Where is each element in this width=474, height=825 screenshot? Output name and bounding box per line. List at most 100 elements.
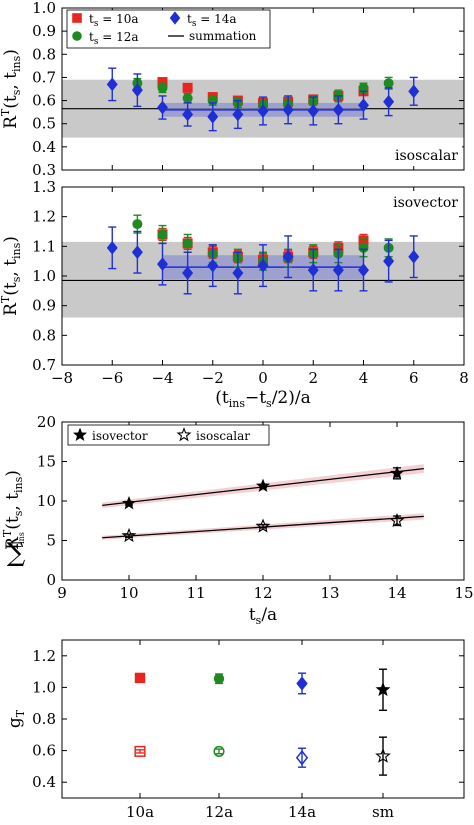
- legend-label: ts = 10a: [89, 12, 139, 29]
- data-point: [207, 109, 219, 124]
- y-tick-label: 0.5: [32, 115, 56, 133]
- x-axis-label: (tins−ts/2)/a: [215, 388, 311, 410]
- panel-annotation: isoscalar: [395, 148, 458, 164]
- data-point: [121, 495, 137, 510]
- data-point: [232, 266, 244, 280]
- data-point: [332, 102, 344, 117]
- data-point: [121, 527, 137, 543]
- ylabel-sum-symbol: ∑: [7, 538, 26, 568]
- legend-box: [66, 9, 271, 49]
- legend-marker: [72, 31, 82, 41]
- panel-a: 0.30.40.50.60.70.80.91.0isoscalarRT(ts, …: [0, 0, 465, 179]
- data-point: [332, 263, 344, 277]
- ylabel-args3: ): [1, 49, 21, 56]
- data-point: [255, 518, 271, 533]
- y-tick-label: 1.1: [32, 237, 56, 255]
- ylabel-sum-sub: tins: [14, 532, 26, 548]
- data-point: [157, 229, 168, 240]
- legend-marker: [176, 427, 192, 442]
- series-isoscalar: [134, 736, 391, 776]
- ylabel-args3: ): [1, 236, 21, 243]
- y-axis-label: RT(ts, tins): [0, 236, 23, 316]
- legend-sub: s: [94, 19, 99, 29]
- y-tick-label: 0.9: [32, 297, 56, 315]
- data-point: [157, 100, 168, 115]
- y-tick-label: 1.2: [32, 208, 56, 226]
- ylabel-sum-sub-t: t: [14, 544, 25, 548]
- ylabel-sum-sub-ins: ins: [17, 532, 26, 544]
- y-tick-label: 0.7: [32, 356, 56, 374]
- x-tick-label: −6: [101, 369, 123, 387]
- data-point: [132, 219, 143, 230]
- data-point: [131, 83, 143, 98]
- ylabel-args: (t: [3, 516, 23, 530]
- ylabel-sub-s: s: [10, 89, 23, 95]
- data-point: [408, 84, 420, 99]
- y-tick-label: 1.0: [32, 678, 56, 696]
- y-tick-label: 0.3: [32, 161, 56, 179]
- x-axis-label: ts/a: [249, 605, 277, 627]
- data-point: [182, 107, 194, 122]
- xlabel-mid: −t: [245, 388, 266, 408]
- series-isoscalar: [121, 512, 405, 543]
- y-tick-label: 10: [37, 492, 56, 510]
- legend-rest: = 12a: [98, 30, 138, 44]
- data-point: [358, 263, 369, 277]
- data-point: [134, 672, 146, 684]
- data-point: [157, 257, 168, 271]
- ylabel-main: R: [1, 302, 21, 316]
- ylabel-args3: ): [3, 470, 23, 477]
- legend-marker: [72, 427, 88, 441]
- ylabel-sup: T: [1, 529, 14, 537]
- y-axis-label: gT: [5, 709, 27, 728]
- x-tick-label: 0: [258, 369, 268, 387]
- panel-annotation: isovector: [393, 195, 458, 211]
- y-tick-label: 0.4: [32, 773, 56, 791]
- x-tick-label: −4: [151, 369, 173, 387]
- y-axis-label: RT(ts, tins): [0, 49, 23, 129]
- data-point: [257, 258, 269, 273]
- series-isovector: [121, 465, 405, 510]
- data-point: [375, 681, 391, 697]
- data-point: [295, 750, 309, 766]
- legend-t: t: [187, 12, 192, 26]
- annotation-bg: [386, 144, 462, 166]
- ylabel-main: R: [1, 115, 21, 129]
- xlabel-post: /2)/a: [272, 388, 311, 408]
- annotation-bg: [384, 191, 462, 213]
- legend-rest: = 10a: [98, 12, 138, 26]
- data-point: [255, 478, 271, 492]
- y-tick-label: 1.0: [32, 267, 56, 285]
- ylabel-sub-ins: ins: [10, 55, 23, 72]
- y-tick-label: 1.0: [32, 0, 56, 17]
- ylabel-args: (t: [1, 282, 21, 296]
- data-point: [389, 465, 405, 480]
- legend-marker: [72, 13, 82, 23]
- x-tick-label: −8: [51, 369, 73, 387]
- data-point: [134, 745, 146, 757]
- legend-t: t: [89, 30, 94, 44]
- series-isovector: [134, 668, 391, 712]
- data-point: [232, 107, 244, 122]
- plot-area: [62, 214, 464, 318]
- legend-label: isoscalar: [196, 429, 250, 443]
- x-tick-label: 15: [454, 584, 473, 602]
- series-ts12: [132, 76, 394, 111]
- ylabel-sub-s: s: [12, 510, 25, 516]
- legend-label: isovector: [92, 429, 148, 443]
- y-axis-label: RT(ts, tins): [1, 470, 25, 550]
- x-tick-label: 13: [320, 584, 339, 602]
- series-ts14: [106, 226, 420, 295]
- data-point: [383, 78, 394, 89]
- ylabel-sup: T: [0, 295, 12, 303]
- data-point: [358, 98, 369, 113]
- x-tick-label: 4: [359, 369, 369, 387]
- legend-sub: s: [94, 37, 99, 47]
- xlabel-pre: (t: [215, 388, 229, 408]
- y-tick-label: 1.3: [32, 178, 56, 196]
- data-point: [383, 94, 395, 109]
- data-point: [408, 249, 420, 264]
- ylabel-main: R: [3, 536, 23, 550]
- y-tick-label: 5: [46, 532, 56, 550]
